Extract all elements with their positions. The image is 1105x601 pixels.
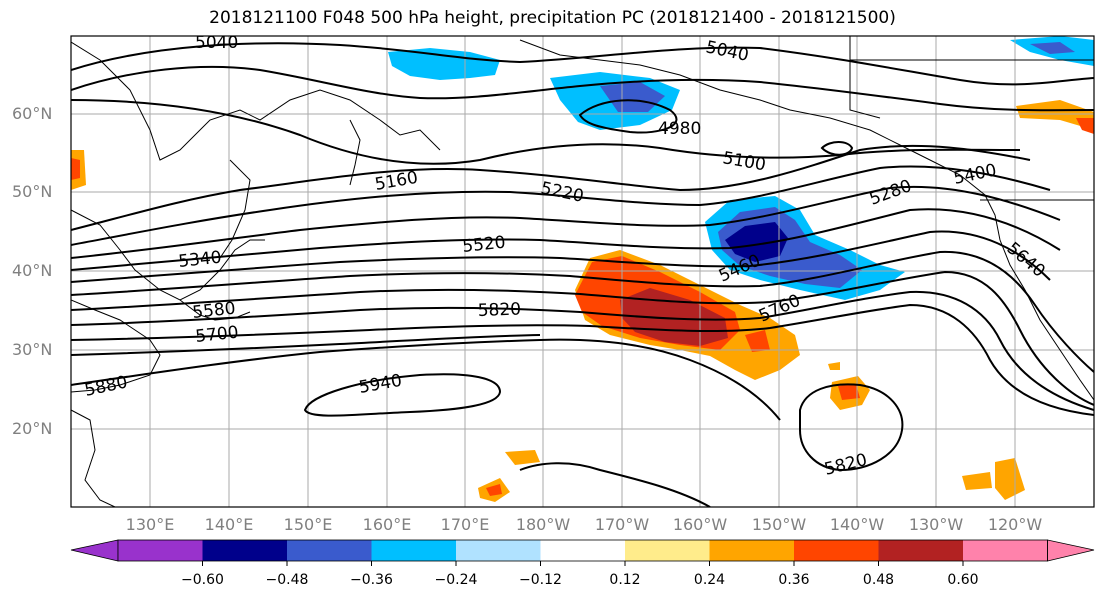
colorbar-tick-label: 0.60: [947, 572, 979, 588]
lat-label: 50°N: [12, 182, 53, 201]
lat-label: 30°N: [12, 340, 53, 359]
colorbar-segment: [625, 540, 710, 561]
lon-label: 180°W: [515, 515, 571, 534]
lon-label: 120°W: [987, 515, 1043, 534]
contour-label: 5520: [461, 233, 506, 257]
contour-label: 5700: [194, 323, 239, 347]
contour-label: 5040: [195, 33, 238, 53]
lon-label: 150°E: [283, 515, 333, 534]
gridlines: [71, 36, 1094, 507]
lat-label: 60°N: [12, 104, 53, 123]
colorbar: [70, 539, 1095, 566]
lat-label: 20°N: [12, 419, 53, 438]
colorbar-tick-label: −0.48: [265, 572, 309, 588]
colorbar-tick-label: 0.24: [693, 572, 726, 588]
colorbar-tick-label: −0.36: [350, 572, 393, 588]
colorbar-tick-label: 0.48: [862, 572, 895, 588]
colorbar-segment: [287, 540, 372, 561]
contour-label: 4980: [658, 119, 701, 139]
colorbar-segment: [963, 540, 1048, 561]
contour-label: 5340: [177, 248, 222, 272]
contour-label: 5820: [477, 299, 521, 320]
colorbar-tick-label: 0.36: [778, 572, 810, 588]
colorbar-segment: [878, 540, 963, 561]
colorbar-segment: [456, 540, 541, 561]
colorbar-tick-label: 0.12: [609, 572, 641, 588]
lon-label: 170°W: [594, 515, 650, 534]
lon-label: 160°W: [672, 515, 728, 534]
lon-label: 150°W: [751, 515, 807, 534]
colorbar-segment: [118, 540, 203, 561]
colorbar-max-extend: [1047, 539, 1095, 562]
lon-label: 170°E: [440, 515, 490, 534]
colorbar-segment: [202, 540, 287, 561]
colorbar-tick-label: −0.24: [434, 572, 478, 588]
lon-label: 130°E: [125, 515, 175, 534]
precip-negative: [388, 36, 1094, 300]
map-title: 2018121100 F048 500 hPa height, precipit…: [209, 8, 896, 28]
contour-label: 5580: [191, 299, 236, 323]
height-contours: [71, 42, 1094, 507]
lon-label: 140°E: [204, 515, 254, 534]
lon-label: 140°W: [829, 515, 885, 534]
colorbar-segment: [540, 540, 625, 561]
lon-label: 130°W: [908, 515, 964, 534]
colorbar-min-extend: [70, 539, 119, 562]
colorbar-segment: [709, 540, 794, 561]
colorbar-tick-label: −0.12: [519, 572, 562, 588]
colorbar-tick-label: −0.60: [181, 572, 224, 588]
lat-label: 40°N: [12, 261, 53, 280]
lon-label: 160°E: [362, 515, 412, 534]
colorbar-segment: [794, 540, 879, 561]
colorbar-segment: [371, 540, 456, 561]
map-frame: [70, 35, 1095, 508]
